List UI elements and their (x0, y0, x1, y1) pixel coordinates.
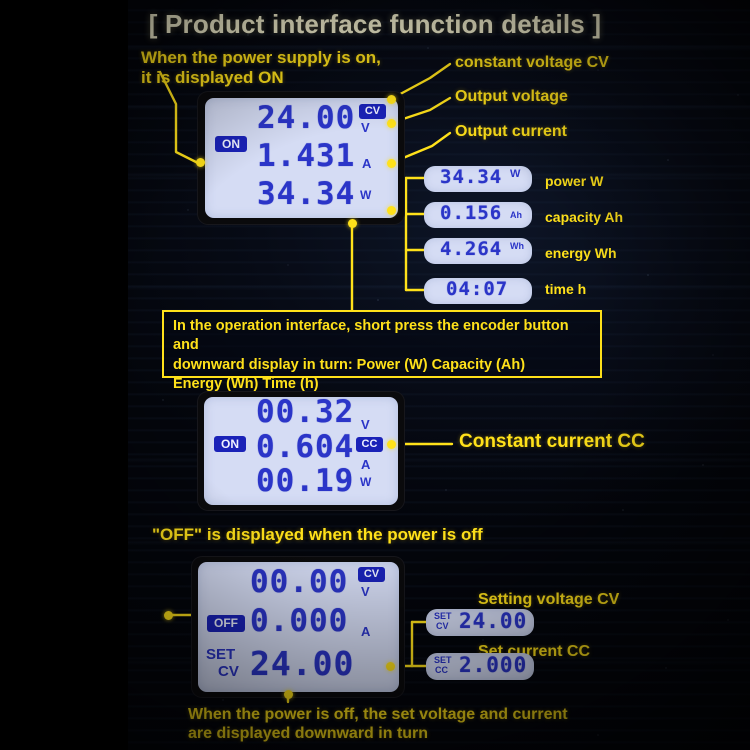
off-value-voltage: 00.00 (250, 564, 349, 600)
set-current-tag1: SET (434, 655, 452, 665)
connector-dot-set (386, 662, 395, 671)
connector-dot-current (387, 159, 396, 168)
set-voltage-tag2: CV (436, 621, 449, 631)
cycle-value-time: 04:07 (446, 278, 509, 300)
connector-dot-on-badge (196, 158, 205, 167)
annotation-bottom-caption: When the power is off, the set voltage a… (188, 706, 568, 744)
set-display-voltage[interactable]: SET CV 24.00 (426, 609, 534, 636)
page-title: [ Product interface function details ] (148, 9, 602, 39)
connector-dot-cv (387, 95, 396, 104)
cc-value-power: 00.19 (256, 463, 355, 499)
callout-box: In the operation interface, short press … (162, 310, 602, 392)
annotation-constant-voltage: constant voltage CV (455, 54, 609, 71)
cycle-unit-capacity: Ah (510, 210, 522, 220)
connector-dot-voltage (387, 119, 396, 128)
main-value-current: 1.431 (257, 138, 356, 174)
connector-dot-bottom (284, 690, 293, 699)
main-unit-power: W (360, 188, 372, 202)
set-voltage-tag1: SET (434, 611, 452, 621)
main-mode-badge: CV (359, 104, 386, 119)
annotation-output-current: Output current (455, 123, 567, 140)
set-voltage-value: 24.00 (459, 609, 528, 633)
set-display-current[interactable]: SET CC 2.000 (426, 653, 534, 680)
cc-mode-badge: CC (356, 437, 383, 452)
cycle-value-capacity: 0.156 (440, 202, 503, 224)
off-set-label-line2: CV (218, 663, 239, 680)
off-unit-current: A (361, 624, 371, 639)
off-mode-badge: CV (358, 567, 385, 582)
callout-line-2: downward display in turn: Power (W) Capa… (173, 356, 526, 373)
connector-dot-power (387, 206, 396, 215)
main-status-badge: ON (215, 136, 247, 152)
annotation-power-on: When the power supply is on, it is displ… (141, 48, 381, 88)
annotation-bottom-line2: are displayed downward in turn (188, 724, 429, 742)
cycle-display-power[interactable]: 34.34 W (424, 166, 532, 192)
cycle-display-capacity[interactable]: 0.156 Ah (424, 202, 532, 228)
callout-line-1: In the operation interface, short press … (173, 318, 569, 354)
cycle-label-energy: energy Wh (545, 245, 617, 261)
cycle-label-capacity: capacity Ah (545, 209, 624, 225)
off-unit-voltage: V (361, 584, 370, 599)
cc-unit-current: A (361, 457, 371, 472)
set-current-value: 2.000 (459, 653, 528, 677)
cycle-value-power: 34.34 (440, 166, 503, 188)
cycle-label-time: time h (545, 281, 587, 297)
main-value-voltage: 24.00 (257, 100, 356, 136)
cycle-label-power: power W (545, 173, 604, 189)
cc-display-lcd[interactable]: ON CC 00.32 V 0.604 A 00.19 W (204, 394, 398, 505)
off-value-set: 24.00 (250, 644, 355, 683)
annotation-bottom-line1: When the power is off, the set voltage a… (188, 706, 568, 723)
cc-status-badge: ON (214, 436, 246, 452)
main-unit-current: A (362, 156, 372, 171)
cc-value-current: 0.604 (256, 429, 355, 465)
main-value-power: 34.34 (257, 176, 356, 212)
cc-unit-voltage: V (361, 417, 370, 432)
cycle-value-energy: 4.264 (440, 238, 503, 260)
connector-dot-cc (387, 440, 396, 449)
annotation-output-voltage: Output voltage (455, 88, 568, 105)
off-value-current: 0.000 (250, 603, 349, 639)
annotation-power-on-line2: it is displayed ON (141, 68, 284, 88)
connector-dot-callout (348, 219, 357, 228)
cycle-display-time[interactable]: 04:07 (424, 278, 532, 304)
cc-value-voltage: 00.32 (256, 394, 355, 430)
main-display-lcd[interactable]: ON CV 24.00 V 1.431 A 34.34 W (205, 98, 398, 218)
set-current-tag2: CC (435, 665, 448, 675)
off-status-badge: OFF (207, 615, 245, 632)
cycle-unit-power: W (510, 168, 521, 180)
annotation-setting-voltage: Setting voltage CV (478, 591, 620, 608)
off-set-label-line1: SET (206, 646, 236, 663)
off-display-lcd[interactable]: OFF CV 00.00 V 0.000 A SET CV 24.00 (198, 562, 399, 692)
cycle-display-energy[interactable]: 4.264 Wh (424, 238, 532, 264)
annotation-constant-current: Constant current CC (459, 431, 645, 452)
annotation-power-on-line1: When the power supply is on, (141, 48, 381, 67)
annotation-off-caption: "OFF" is displayed when the power is off (152, 525, 483, 544)
cc-unit-power: W (360, 475, 372, 489)
connector-dot-off-badge (164, 611, 173, 620)
cycle-unit-energy: Wh (510, 241, 524, 251)
main-unit-voltage: V (361, 120, 370, 135)
